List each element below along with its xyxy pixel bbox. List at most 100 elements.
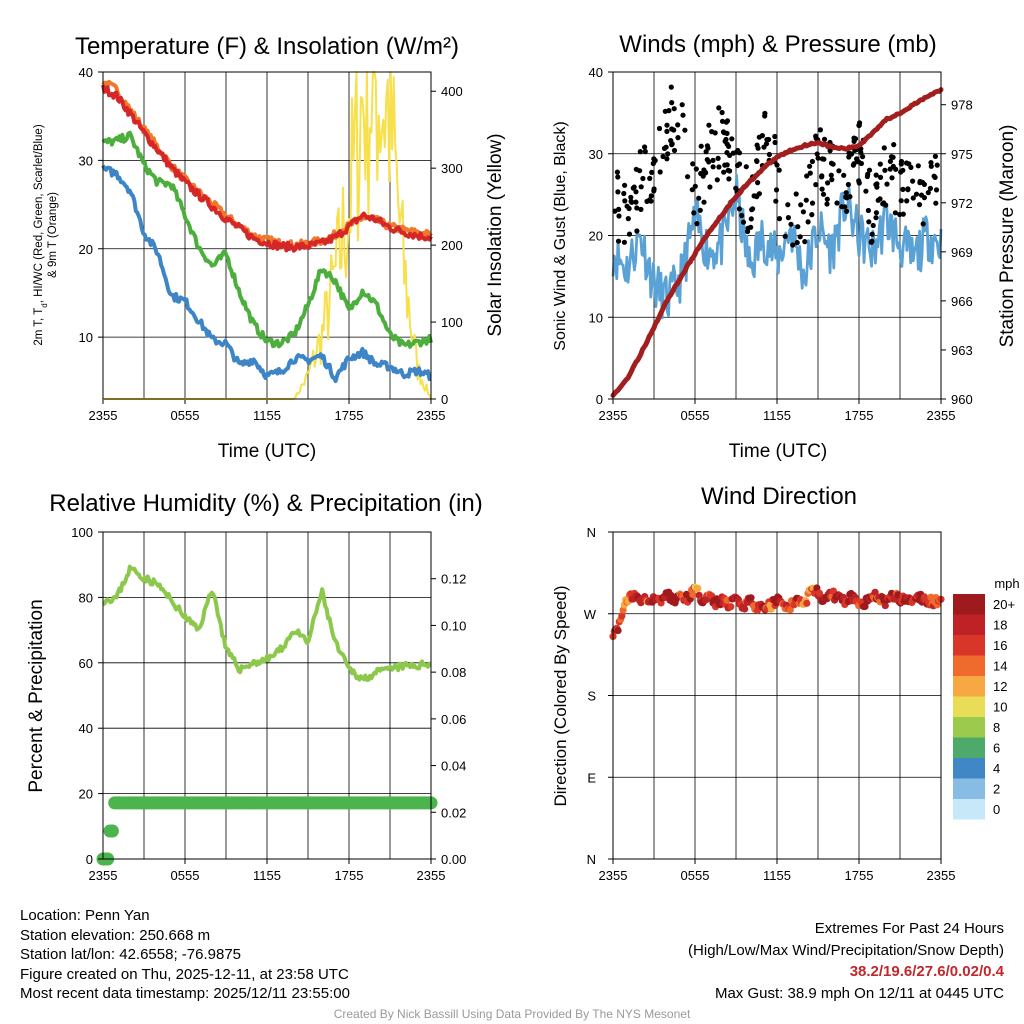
wdir-ytick-label: N	[587, 852, 596, 867]
winds-gust-point	[697, 207, 703, 213]
rh-ytick-label: 80	[79, 590, 93, 605]
station-latlon: Station lat/lon: 42.6558; -76.9875	[20, 946, 242, 963]
winds-gust-point	[748, 216, 754, 222]
winds-gust-point	[660, 153, 666, 160]
winds-gust-point	[813, 182, 819, 188]
winds-gust-point	[824, 196, 830, 202]
winds-gust-point	[665, 151, 671, 157]
winds-gust-point	[925, 190, 931, 196]
winds-gust-point	[634, 228, 640, 234]
winds-gust-point	[710, 164, 716, 170]
winds-gust-point	[887, 166, 893, 172]
rh-ytick-label: 40	[79, 721, 93, 736]
winds-gust-point	[860, 154, 866, 160]
extremes-summary: Extremes For Past 24 Hours (High/Low/Max…	[688, 918, 1004, 1004]
winds-gust-point	[881, 145, 887, 151]
winds-gust-point	[890, 154, 896, 160]
winds-gust-point	[657, 169, 663, 175]
wdir-point	[881, 602, 889, 610]
winds-gust-point	[755, 180, 761, 186]
rh-xtick-label: 1755	[335, 868, 364, 883]
extremes-values: 38.2/19.6/27.6/0.02/0.4	[849, 963, 1004, 980]
winds-gust-point	[908, 164, 914, 170]
winds-gust-point	[669, 142, 675, 148]
winds-gust-point	[691, 210, 697, 216]
winds-gust-point	[829, 177, 835, 183]
winds-gust-point	[633, 199, 639, 205]
winds-ytick-label: 30	[589, 147, 603, 162]
wdir-legend-swatch	[953, 676, 985, 697]
wdir-legend-swatch	[953, 655, 985, 676]
temp-xlabel: Time (UTC)	[218, 441, 317, 462]
winds-gust-point	[932, 153, 939, 159]
winds-gust-point	[671, 106, 677, 112]
winds-gust-point	[679, 102, 685, 108]
winds-gust-point	[841, 172, 847, 178]
humidity-precipitation-panel: 2355 0555 1155 1755 23550204060801000.000.02…	[26, 490, 483, 883]
winds-gust-point	[692, 183, 698, 189]
winds-gust-point	[706, 122, 712, 128]
winds-gust-point	[715, 155, 721, 161]
winds-gust-point	[863, 188, 869, 194]
winds-gust-point	[680, 112, 686, 118]
winds-gust-point	[723, 136, 729, 143]
winds-gust-point	[754, 158, 760, 164]
winds-gust-point	[873, 182, 879, 188]
temp-ytick-label: 20	[79, 242, 93, 257]
winds-gust-point	[897, 211, 903, 218]
winds-gust-point	[621, 190, 627, 197]
temp-ylabel-subscript: d	[40, 303, 49, 307]
winds-gust-point	[707, 184, 713, 190]
winds-gust-point	[662, 108, 668, 114]
winds-gust-point	[693, 166, 699, 172]
winds-gust-point	[628, 198, 634, 204]
winds-gust-point	[933, 200, 939, 206]
winds-gust-point	[803, 197, 809, 203]
winds-gust-point	[776, 167, 782, 173]
wdir-point	[747, 594, 755, 602]
wdir-legend-swatch	[953, 717, 985, 738]
winds-gust-point	[821, 136, 828, 142]
wdir-point	[815, 589, 824, 597]
winds-gust-point	[656, 125, 663, 132]
winds-gust-point	[843, 190, 849, 196]
rh-precip-point	[105, 824, 119, 838]
winds-gust-point	[845, 181, 852, 188]
winds-gust-point	[804, 173, 810, 179]
winds-gust-point	[785, 202, 791, 208]
winds-gust-point	[866, 219, 872, 225]
wdir-legend-swatch	[953, 635, 985, 656]
temp-series-hi-wc	[101, 164, 432, 384]
winds-gust-point	[891, 142, 897, 148]
winds-gust-point	[815, 155, 821, 161]
recent-timestamp: Most recent data timestamp: 2025/12/11 2…	[20, 985, 350, 1002]
station-elevation: Station elevation: 250.668 m	[20, 926, 211, 944]
winds-gust-point	[873, 172, 879, 178]
winds-gust-point	[751, 193, 757, 199]
winds-gust-point	[795, 224, 801, 230]
station-info: Location: Penn Yan Station elevation: 25…	[20, 906, 350, 1004]
rh-y2tick-label: 0.04	[441, 759, 466, 774]
temp-xtick-label: 2355	[417, 408, 446, 423]
winds-gust-point	[625, 216, 631, 222]
wdir-legend-label: 6	[993, 741, 1000, 756]
winds-gust-point	[766, 151, 773, 158]
winds-gust-point	[920, 221, 926, 227]
winds-gust-point	[651, 186, 657, 192]
temp-y2tick-label: 0	[441, 392, 448, 407]
rh-y2tick-label: 0.12	[441, 572, 466, 587]
credit-line: Created By Nick Bassill Using Data Provi…	[333, 1007, 691, 1021]
winds-gust-point	[615, 238, 622, 244]
winds-gust-point	[634, 205, 640, 211]
winds-gust-point	[736, 150, 743, 156]
rh-precip-dots	[96, 796, 438, 866]
rh-series-relative-humidity	[102, 564, 432, 682]
rh-ylabel: Percent & Precipitation	[26, 599, 47, 792]
winds-gust-point	[865, 207, 872, 214]
rh-ytick-label: 20	[79, 787, 93, 802]
winds-gust-point	[755, 145, 761, 151]
winds-gust-point	[716, 164, 722, 170]
wdir-point	[786, 606, 794, 614]
winds-gust-point	[615, 189, 621, 195]
winds-gust-point	[873, 210, 880, 216]
